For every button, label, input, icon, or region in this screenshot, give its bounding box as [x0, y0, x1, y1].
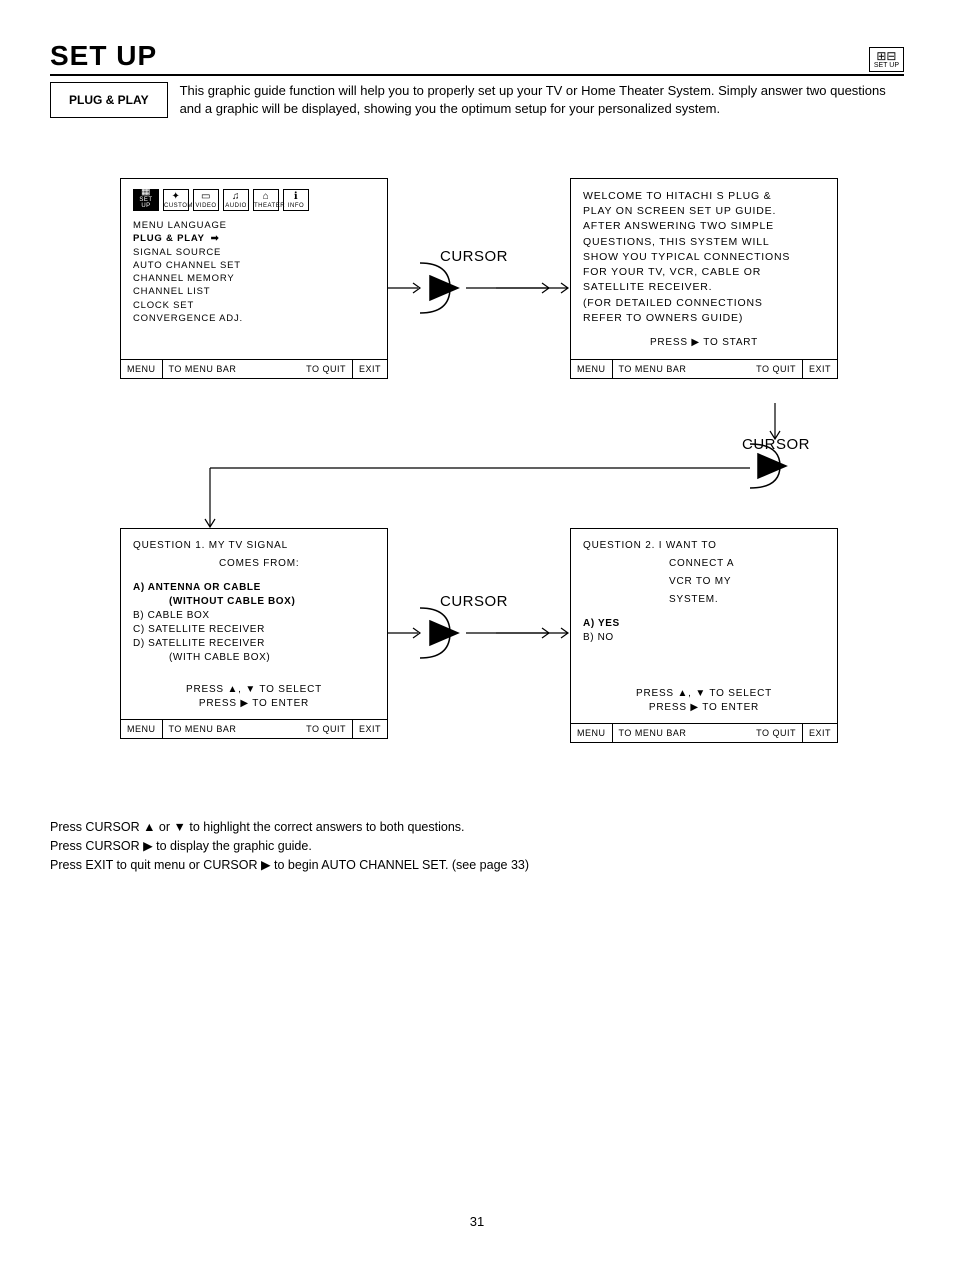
footer-tomenubar: TO MENU BAR — [612, 360, 693, 378]
cursor-label-3: CURSOR — [440, 593, 508, 610]
screen-body: ▦SET UP✦CUSTOM▭VIDEO♫AUDIO⌂THEATERℹINFO … — [121, 179, 387, 359]
menu-tab-audio: ♫AUDIO — [223, 189, 249, 211]
menu-item: CHANNEL LIST — [133, 285, 375, 298]
welcome-line: REFER TO OWNERS GUIDE) — [583, 311, 825, 326]
q2-option: A) YES — [583, 617, 825, 631]
welcome-line: PLAY ON SCREEN SET UP GUIDE. — [583, 204, 825, 219]
menu-item: CHANNEL MEMORY — [133, 272, 375, 285]
q1-option: (WITHOUT CABLE BOX) — [133, 595, 375, 609]
menu-tab-info: ℹINFO — [283, 189, 309, 211]
press-enter: PRESS ▶ TO ENTER — [133, 697, 375, 711]
setup-header-icon: ⊞⊟ SET UP — [869, 47, 904, 72]
footer-tomenubar: TO MENU BAR — [162, 720, 243, 738]
screen-footer: MENU TO MENU BAR TO QUIT EXIT — [121, 359, 387, 378]
instruction-line: Press EXIT to quit menu or CURSOR ▶ to b… — [50, 856, 904, 875]
footer-toquit: TO QUIT — [750, 360, 802, 378]
footer-exit: EXIT — [802, 360, 837, 378]
q1-title: QUESTION 1. MY TV SIGNAL — [133, 539, 375, 553]
footer-toquit: TO QUIT — [750, 724, 802, 742]
screen-setup-menu: ▦SET UP✦CUSTOM▭VIDEO♫AUDIO⌂THEATERℹINFO … — [120, 178, 388, 379]
footer-exit: EXIT — [352, 360, 387, 378]
footer-menu: MENU — [121, 720, 162, 738]
intro-row: PLUG & PLAY This graphic guide function … — [50, 82, 904, 118]
page-number: 31 — [50, 1214, 904, 1229]
screen-question-1: QUESTION 1. MY TV SIGNAL COMES FROM: A) … — [120, 528, 388, 739]
footer-exit: EXIT — [352, 720, 387, 738]
menu-item: MENU LANGUAGE — [133, 219, 375, 232]
menu-item: PLUG & PLAY➡ — [133, 232, 375, 245]
press-start: PRESS ▶ TO START — [583, 336, 825, 350]
welcome-line: SATELLITE RECEIVER. — [583, 280, 825, 295]
section-label: PLUG & PLAY — [50, 82, 168, 118]
menu-tab-custom: ✦CUSTOM — [163, 189, 189, 211]
press-enter: PRESS ▶ TO ENTER — [583, 701, 825, 715]
welcome-line: AFTER ANSWERING TWO SIMPLE — [583, 219, 825, 234]
footer-tomenubar: TO MENU BAR — [612, 724, 693, 742]
footer-menu: MENU — [571, 360, 612, 378]
q2-options: A) YESB) NO — [583, 617, 825, 645]
footer-menu: MENU — [121, 360, 162, 378]
press-select: PRESS ▲, ▼ TO SELECT — [133, 683, 375, 697]
diagram-area: CURSOR CURSOR CURSOR ▦SET UP✦CUSTOM▭VIDE… — [50, 178, 904, 778]
footer-tomenubar: TO MENU BAR — [162, 360, 243, 378]
settings-icon: ⊞⊟ — [874, 50, 899, 62]
screen-body: WELCOME TO HITACHI S PLUG &PLAY ON SCREE… — [571, 179, 837, 359]
menu-list: MENU LANGUAGEPLUG & PLAY➡SIGNAL SOURCEAU… — [133, 219, 375, 325]
q2-title4: SYSTEM. — [583, 593, 825, 607]
q1-option: B) CABLE BOX — [133, 609, 375, 623]
footer-menu: MENU — [571, 724, 612, 742]
cursor-label-1: CURSOR — [440, 248, 508, 265]
screen-body: QUESTION 1. MY TV SIGNAL COMES FROM: A) … — [121, 529, 387, 719]
welcome-line: WELCOME TO HITACHI S PLUG & — [583, 189, 825, 204]
welcome-line: (FOR DETAILED CONNECTIONS — [583, 296, 825, 311]
menu-item: SIGNAL SOURCE — [133, 246, 375, 259]
q2-option: B) NO — [583, 631, 825, 645]
press-select: PRESS ▲, ▼ TO SELECT — [583, 687, 825, 701]
screen-footer: MENU TO MENU BAR TO QUIT EXIT — [571, 359, 837, 378]
intro-text: This graphic guide function will help yo… — [180, 82, 904, 117]
q2-title2: CONNECT A — [583, 557, 825, 571]
instructions: Press CURSOR ▲ or ▼ to highlight the cor… — [50, 818, 904, 874]
footer-toquit: TO QUIT — [300, 720, 352, 738]
q1-option: (WITH CABLE BOX) — [133, 651, 375, 665]
q1-option: A) ANTENNA OR CABLE — [133, 581, 375, 595]
menu-item: CLOCK SET — [133, 299, 375, 312]
page-title: SET UP — [50, 40, 157, 72]
screen-footer: MENU TO MENU BAR TO QUIT EXIT — [121, 719, 387, 738]
instruction-line: Press CURSOR ▲ or ▼ to highlight the cor… — [50, 818, 904, 837]
menu-item: AUTO CHANNEL SET — [133, 259, 375, 272]
welcome-line: QUESTIONS, THIS SYSTEM WILL — [583, 235, 825, 250]
menu-tab-video: ▭VIDEO — [193, 189, 219, 211]
q1-options: A) ANTENNA OR CABLE(WITHOUT CABLE BOX)B)… — [133, 581, 375, 665]
welcome-text: WELCOME TO HITACHI S PLUG &PLAY ON SCREE… — [583, 189, 825, 326]
menu-tab-theater: ⌂THEATER — [253, 189, 279, 211]
header: SET UP ⊞⊟ SET UP — [50, 40, 904, 76]
q2-title3: VCR TO MY — [583, 575, 825, 589]
screen-body: QUESTION 2. I WANT TO CONNECT A VCR TO M… — [571, 529, 837, 723]
q1-option: D) SATELLITE RECEIVER — [133, 637, 375, 651]
welcome-line: FOR YOUR TV, VCR, CABLE OR — [583, 265, 825, 280]
footer-toquit: TO QUIT — [300, 360, 352, 378]
setup-icon-label: SET UP — [874, 62, 899, 69]
q1-option: C) SATELLITE RECEIVER — [133, 623, 375, 637]
q2-title: QUESTION 2. I WANT TO — [583, 539, 825, 553]
screen-footer: MENU TO MENU BAR TO QUIT EXIT — [571, 723, 837, 742]
cursor-label-2: CURSOR — [742, 436, 810, 453]
instruction-line: Press CURSOR ▶ to display the graphic gu… — [50, 837, 904, 856]
screen-welcome: WELCOME TO HITACHI S PLUG &PLAY ON SCREE… — [570, 178, 838, 379]
footer-exit: EXIT — [802, 724, 837, 742]
menu-item: CONVERGENCE ADJ. — [133, 312, 375, 325]
welcome-line: SHOW YOU TYPICAL CONNECTIONS — [583, 250, 825, 265]
q1-title2: COMES FROM: — [133, 557, 375, 571]
screen-question-2: QUESTION 2. I WANT TO CONNECT A VCR TO M… — [570, 528, 838, 743]
menu-tab-set-up: ▦SET UP — [133, 189, 159, 211]
menu-tabs: ▦SET UP✦CUSTOM▭VIDEO♫AUDIO⌂THEATERℹINFO — [133, 189, 375, 211]
